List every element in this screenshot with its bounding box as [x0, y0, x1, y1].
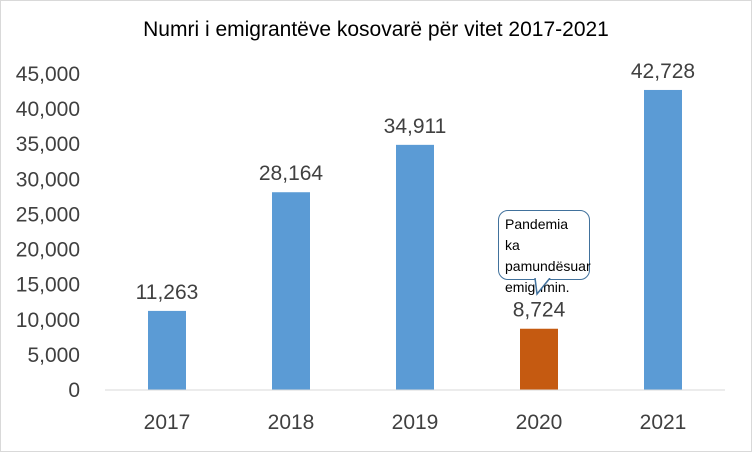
- y-tick-label: 15,000: [16, 274, 80, 297]
- y-tick-label: 5,000: [27, 344, 80, 367]
- bar-2020: [520, 328, 558, 390]
- data-labels-layer: 11,263 28,164 34,911 8,724 42,728: [136, 60, 695, 322]
- y-tick-label: 35,000: [16, 133, 80, 156]
- x-tick-label-2020: 2020: [516, 411, 563, 434]
- callout-tail: [534, 278, 551, 296]
- bar-2017: [148, 310, 186, 390]
- y-tick-label: 10,000: [16, 309, 80, 332]
- bar-2019: [396, 144, 434, 390]
- x-tick-label-2021: 2021: [640, 411, 687, 434]
- data-label-2017: 11,263: [136, 281, 199, 304]
- x-tick-label-2019: 2019: [392, 411, 439, 434]
- x-axis: 2017 2018 2019 2020 2021: [105, 389, 725, 434]
- data-label-2018: 28,164: [259, 162, 324, 185]
- y-tick-label: 25,000: [16, 203, 80, 226]
- bar-2021: [644, 89, 682, 390]
- data-label-2020: 8,724: [513, 299, 566, 322]
- annotation-callout: Pandemia ka pamundësuar emigrimin.: [498, 210, 591, 295]
- chart-title: Numri i emigrantëve kosovarë për vitet 2…: [143, 18, 609, 41]
- y-axis: 0 5,000 10,000 15,000 20,000 25,000 30,000 35,0…: [16, 63, 80, 402]
- y-tick-label: 0: [68, 379, 80, 402]
- y-tick-label: 20,000: [16, 239, 80, 262]
- data-label-2021: 42,728: [631, 60, 695, 83]
- y-tick-label: 30,000: [16, 168, 80, 191]
- x-tick-label-2018: 2018: [268, 411, 315, 434]
- bar-2018: [272, 192, 310, 390]
- data-label-2019: 34,911: [384, 115, 447, 138]
- y-tick-label: 40,000: [16, 98, 80, 121]
- bars-layer: [148, 89, 682, 390]
- x-tick-label-2017: 2017: [144, 411, 191, 434]
- y-tick-label: 45,000: [16, 63, 80, 86]
